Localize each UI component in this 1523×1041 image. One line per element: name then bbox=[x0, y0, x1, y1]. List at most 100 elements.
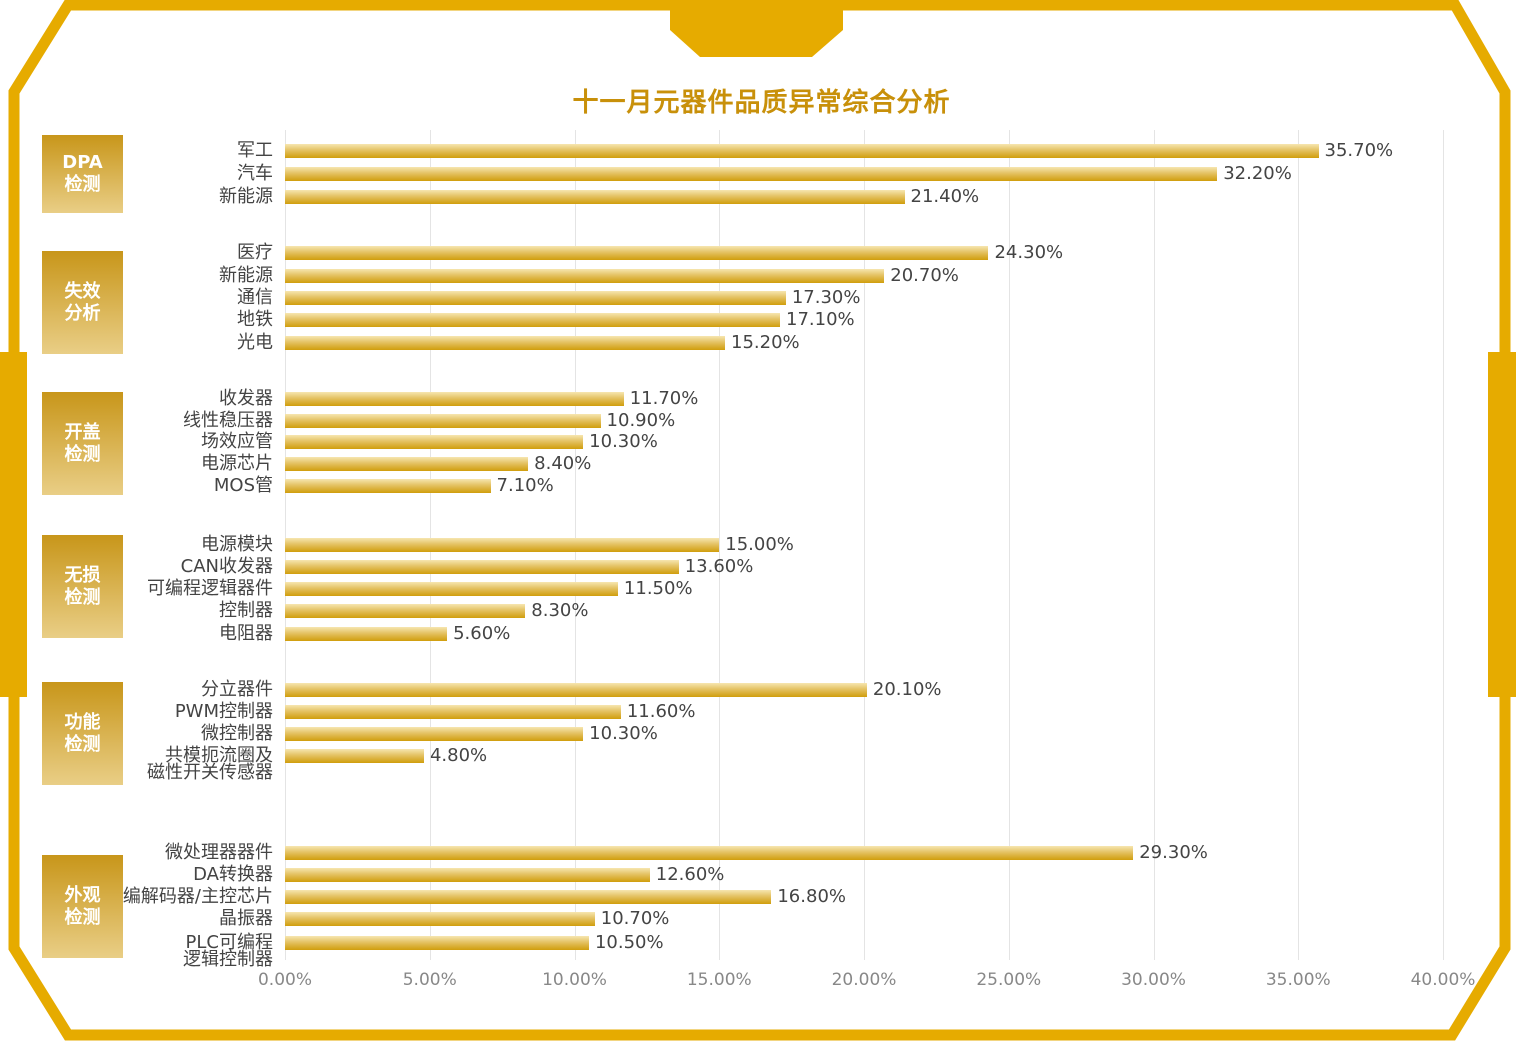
data-label: 24.30% bbox=[994, 242, 1064, 263]
category-label: MOS管 bbox=[213, 475, 273, 496]
bar bbox=[285, 727, 584, 741]
data-label: 21.40% bbox=[910, 186, 980, 207]
data-label: 15.00% bbox=[725, 534, 794, 555]
bar bbox=[285, 167, 1218, 181]
category-label: 军工 bbox=[237, 140, 273, 161]
category-label: 光电 bbox=[237, 332, 273, 353]
data-label: 12.60% bbox=[655, 864, 725, 885]
x-tick-label: 0.00% bbox=[257, 970, 313, 990]
data-label: 20.70% bbox=[890, 265, 959, 286]
bar bbox=[285, 291, 786, 305]
bar bbox=[285, 479, 491, 493]
bar bbox=[285, 144, 1319, 158]
x-tick-label: 10.00% bbox=[542, 970, 607, 990]
data-label: 10.30% bbox=[589, 723, 658, 744]
data-label: 13.60% bbox=[684, 556, 754, 577]
group-label: DPA 检测 bbox=[42, 135, 123, 213]
bar bbox=[285, 457, 529, 471]
category-label: 晶振器 bbox=[219, 908, 273, 929]
category-label: 地铁 bbox=[237, 309, 273, 330]
x-tick-label: 20.00% bbox=[831, 970, 897, 990]
category-label: 编解码器/主控芯片 bbox=[122, 886, 273, 907]
bar bbox=[285, 190, 905, 204]
gridline bbox=[864, 130, 865, 960]
category-label: DA转换器 bbox=[193, 864, 273, 885]
x-tick-label: 25.00% bbox=[976, 970, 1042, 990]
frame-top-notch bbox=[670, 0, 843, 57]
data-label: 35.70% bbox=[1324, 140, 1394, 161]
bar bbox=[285, 392, 624, 406]
bar bbox=[285, 269, 885, 283]
category-label: 通信 bbox=[237, 287, 273, 308]
category-label: 电阻器 bbox=[219, 623, 273, 644]
bar bbox=[285, 749, 424, 763]
bar bbox=[285, 627, 448, 641]
data-label: 10.30% bbox=[589, 431, 658, 452]
category-label: 微控制器 bbox=[201, 723, 273, 744]
x-tick-label: 40.00% bbox=[1410, 970, 1476, 990]
frame-right-tab bbox=[1488, 352, 1516, 697]
data-label: 17.10% bbox=[786, 309, 855, 330]
data-label: 20.10% bbox=[872, 679, 942, 700]
bar bbox=[285, 313, 781, 327]
data-label: 4.80% bbox=[429, 745, 488, 766]
bar bbox=[285, 936, 589, 950]
x-tick-label: 30.00% bbox=[1121, 970, 1186, 990]
data-label: 10.70% bbox=[600, 908, 670, 929]
gridline bbox=[719, 130, 721, 960]
group-label: 功能 检测 bbox=[42, 682, 123, 785]
category-label: CAN收发器 bbox=[180, 556, 273, 577]
category-label: 新能源 bbox=[219, 265, 273, 286]
data-label: 7.10% bbox=[496, 475, 554, 496]
category-label: 新能源 bbox=[219, 186, 273, 207]
category-label: 医疗 bbox=[237, 242, 273, 263]
data-label: 11.50% bbox=[623, 578, 693, 599]
data-label: 10.90% bbox=[606, 410, 676, 431]
gridline bbox=[1298, 130, 1300, 960]
bar bbox=[285, 683, 867, 697]
x-tick-label: 5.00% bbox=[402, 970, 457, 990]
category-label: 收发器 bbox=[219, 388, 273, 409]
bar bbox=[285, 846, 1134, 860]
gridline bbox=[1008, 130, 1010, 960]
category-label: 可编程逻辑器件 bbox=[147, 578, 273, 599]
bar bbox=[285, 538, 720, 552]
category-label: 线性稳压器 bbox=[183, 410, 273, 431]
data-label: 5.60% bbox=[453, 623, 511, 644]
category-label: 场效应管 bbox=[201, 431, 273, 452]
x-tick-label: 35.00% bbox=[1265, 970, 1331, 990]
bar bbox=[285, 414, 601, 428]
bar bbox=[285, 912, 595, 926]
bar bbox=[285, 435, 584, 449]
group-label: 外观 检测 bbox=[42, 855, 123, 958]
data-label: 8.30% bbox=[531, 600, 589, 621]
data-label: 10.50% bbox=[594, 932, 664, 953]
bar bbox=[285, 890, 772, 904]
bar bbox=[285, 560, 679, 574]
data-label: 16.80% bbox=[777, 886, 846, 907]
category-label: 汽车 bbox=[237, 163, 273, 184]
category-label: 共模扼流圈及 磁性开关传感器 bbox=[147, 745, 273, 783]
gridline bbox=[1153, 130, 1155, 960]
gridline bbox=[1443, 130, 1444, 960]
category-label: 控制器 bbox=[219, 600, 273, 621]
data-label: 17.30% bbox=[791, 287, 861, 308]
bar bbox=[285, 868, 650, 882]
category-label: 分立器件 bbox=[201, 679, 273, 700]
data-label: 11.70% bbox=[629, 388, 699, 409]
group-label: 开盖 检测 bbox=[42, 392, 123, 495]
x-tick-label: 15.00% bbox=[686, 970, 752, 990]
group-label: 失效 分析 bbox=[42, 251, 123, 354]
category-label: 电源芯片 bbox=[201, 453, 273, 474]
data-label: 32.20% bbox=[1223, 163, 1292, 184]
category-label: 电源模块 bbox=[201, 534, 273, 555]
bar bbox=[285, 705, 621, 719]
data-label: 8.40% bbox=[534, 453, 592, 474]
data-label: 11.60% bbox=[626, 701, 696, 722]
bar bbox=[285, 604, 526, 618]
bar bbox=[285, 246, 989, 260]
bar bbox=[285, 582, 618, 596]
category-label: 微处理器器件 bbox=[165, 842, 273, 863]
bar bbox=[285, 336, 726, 350]
